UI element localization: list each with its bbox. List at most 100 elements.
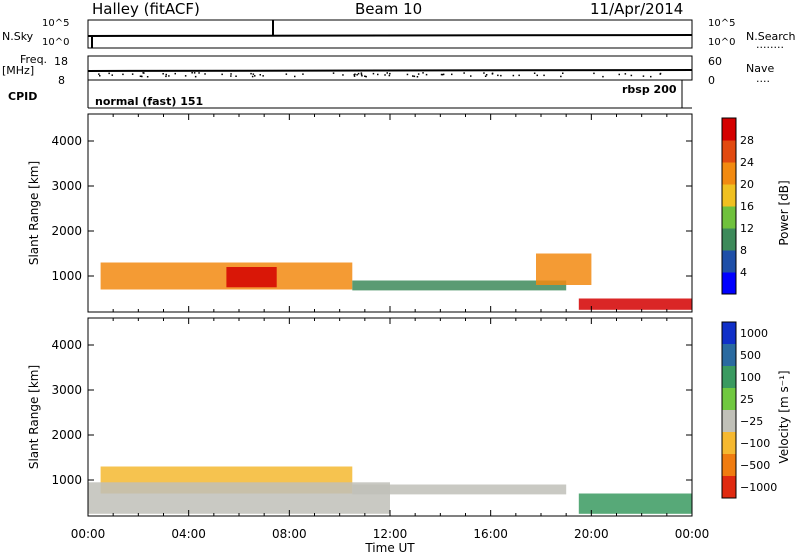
nave-dot <box>440 73 443 76</box>
nave-dot <box>562 72 564 74</box>
nave-dot <box>252 73 255 75</box>
colorbar-frame <box>721 117 737 295</box>
nave-dot <box>417 73 420 75</box>
nave-dot <box>357 72 360 75</box>
colorbar-tick-label: 500 <box>740 349 761 362</box>
nave-dot <box>463 72 465 74</box>
y-tick-label: 2000 <box>51 428 82 442</box>
nsearch-legend: ........ <box>756 38 784 51</box>
nave-dot <box>650 75 652 78</box>
nave-dot <box>384 74 386 76</box>
nave-dot <box>388 74 391 77</box>
nave-dot <box>250 72 252 75</box>
colorbar-frame <box>721 321 737 499</box>
nave-dot <box>174 72 176 75</box>
nave-dot <box>230 75 232 77</box>
colorbar-tick-label: −500 <box>740 459 770 472</box>
nave-dot <box>560 75 562 78</box>
colorbar-segment <box>722 410 736 433</box>
nave-dot <box>618 73 620 76</box>
nsky-panel <box>87 19 693 49</box>
nave-dot <box>389 72 391 75</box>
freq-tick-top: 18 <box>54 55 68 68</box>
colorbar-segment <box>722 388 736 411</box>
colorbar-segment <box>722 454 736 477</box>
nsky-tick-top: 10^5 <box>42 18 70 29</box>
nave-dot <box>442 73 445 76</box>
x-tick-label: 08:00 <box>272 527 307 541</box>
nave-dot <box>386 72 388 74</box>
colorbar-segment <box>722 184 736 207</box>
colorbar-tick-label: 8 <box>740 244 747 257</box>
nsearch-tick-bottom: 10^0 <box>708 37 736 48</box>
nave-dot <box>162 73 164 75</box>
nave-dot <box>518 74 520 77</box>
nave-dot <box>364 75 366 77</box>
y-axis-label: Slant Range [km] <box>27 365 41 469</box>
nave-dot <box>354 73 356 75</box>
colorbar-tick-label: −100 <box>740 437 770 450</box>
y-tick-label: 2000 <box>51 224 82 238</box>
colorbar-tick-label: 28 <box>740 134 754 147</box>
nave-dot <box>139 75 142 77</box>
nave-dot <box>146 76 149 78</box>
nave-label: Nave <box>746 62 775 75</box>
freq-label: Freq. <box>20 53 48 66</box>
colorbar-segment <box>722 140 736 163</box>
x-axis-label: Time UT <box>364 541 415 554</box>
nsky-tick-bottom: 10^0 <box>42 37 70 48</box>
colorbar-tick-label: 100 <box>740 371 761 384</box>
nave-dot <box>413 75 416 78</box>
colorbar-segment <box>722 432 736 455</box>
y-tick-label: 4000 <box>51 134 82 148</box>
colorbar-segment <box>722 476 736 499</box>
nave-dot <box>353 75 356 77</box>
nave-dot <box>372 72 375 75</box>
nave-dot <box>512 74 515 77</box>
colorbar-tick-label: 25 <box>740 393 754 406</box>
nsearch-label: N.Search <box>746 30 796 43</box>
nave-dot <box>360 73 363 76</box>
station-title: Halley (fitACF) <box>92 0 200 18</box>
nave-dot <box>543 74 545 77</box>
nave-dot <box>251 75 254 78</box>
nave-dot <box>624 73 627 75</box>
nave-dot <box>165 73 167 76</box>
nave-dot <box>365 75 367 78</box>
data-region <box>536 253 592 285</box>
nave-dot <box>593 72 595 75</box>
nave-dot <box>332 72 335 74</box>
nave-dot <box>235 75 237 77</box>
data-region <box>88 482 390 514</box>
nave-dot <box>441 73 444 76</box>
nave-dot <box>483 72 485 74</box>
cpid-mode-left: normal (fast) 151 <box>95 95 204 108</box>
colorbar-segment <box>722 366 736 389</box>
nave-dot <box>406 73 409 76</box>
nave-dot <box>191 72 193 74</box>
nave-dot <box>642 75 645 77</box>
colorbar-tick-label: −1000 <box>740 481 777 494</box>
y-tick-label: 3000 <box>51 179 82 193</box>
nave-dot <box>491 73 494 75</box>
nave-dot <box>285 73 288 75</box>
nsky-line <box>87 34 693 37</box>
nsearch-tick-top: 10^5 <box>708 18 736 29</box>
nave-dot <box>168 75 170 77</box>
freq-unit-label: [MHz] <box>2 64 35 77</box>
nave-dot <box>377 73 379 76</box>
colorbar-tick-label: 20 <box>740 178 754 191</box>
nave-dot <box>500 74 502 77</box>
colorbar-tick-label: 16 <box>740 200 754 213</box>
panel-0-data <box>100 253 693 310</box>
nave-dot <box>416 76 419 78</box>
freq-line <box>87 69 693 72</box>
nave-dot <box>99 75 101 77</box>
colorbar-tick-label: −25 <box>740 415 763 428</box>
nave-dot <box>630 74 633 77</box>
panel-1-data <box>88 466 693 514</box>
colorbar-tick-label: 1000 <box>740 327 768 340</box>
x-tick-label: 20:00 <box>574 527 609 541</box>
nave-dot <box>165 75 167 78</box>
